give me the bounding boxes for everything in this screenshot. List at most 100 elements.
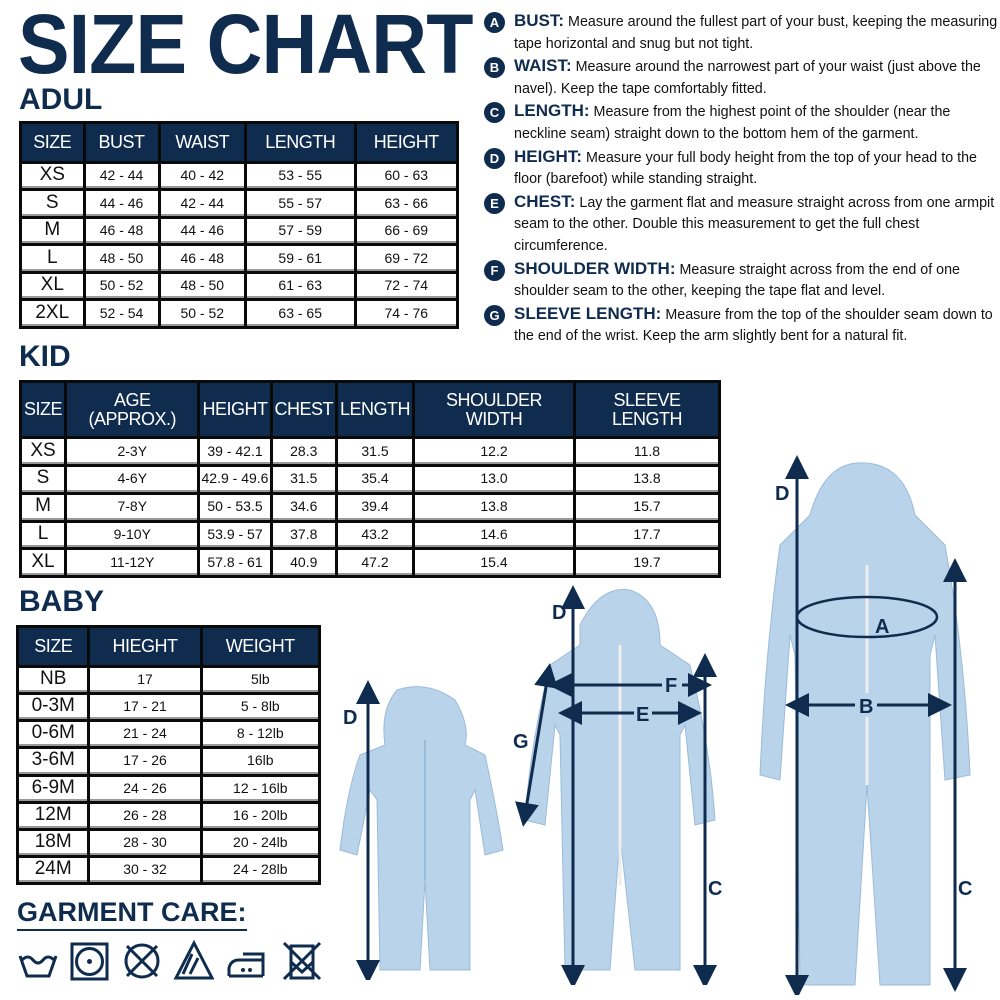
size-cell: S	[22, 191, 83, 216]
value-cell: 50 - 52	[85, 273, 158, 299]
size-cell: 0-6M	[19, 722, 88, 747]
value-cell: 21 - 24	[90, 722, 200, 747]
letter-badge-icon: C	[484, 102, 505, 124]
value-cell: 69 - 72	[356, 246, 456, 271]
value-cell: 34.6	[272, 494, 336, 520]
size-cell: 18M	[19, 830, 88, 855]
value-cell: 44 - 46	[85, 191, 158, 216]
table-row: 2XL 52 - 54 50 - 52 63 - 65 74 - 76	[22, 301, 456, 326]
value-cell: 60 - 63	[356, 163, 456, 189]
value-cell: 40.9	[272, 550, 336, 575]
table-header: SIZE BUST WAIST LENGTH HEIGHT	[22, 124, 456, 161]
table-row: S 4-6Y 42.9 - 49.6 31.5 35.4 13.0 13.8	[22, 467, 718, 492]
table-row: 3-6M 17 - 26 16lb	[19, 749, 318, 774]
value-cell: 11.8	[575, 439, 718, 465]
tumble-dry-icon	[70, 942, 109, 981]
instruction-item: B WAIST: Measure around the narrowest par…	[484, 55, 1000, 100]
size-cell: 0-3M	[19, 695, 88, 720]
adult-onesie-diagram: D A B C	[759, 455, 972, 995]
value-cell: 59 - 61	[246, 246, 354, 271]
value-cell: 7-8Y	[67, 494, 198, 520]
size-cell: L	[22, 522, 65, 548]
baby-size-table: SIZE HIEGHT WEIGHT NB 17 5lb 0-3M 17 - 21 5 - 8…	[16, 625, 321, 885]
instruction-item: E CHEST: Lay the garment flat and measure…	[484, 191, 1000, 258]
value-cell: 5lb	[202, 668, 318, 693]
value-cell: 42 - 44	[160, 191, 244, 216]
value-cell: 26 - 28	[90, 803, 200, 828]
value-cell: 55 - 57	[246, 191, 354, 216]
value-cell: 66 - 69	[356, 218, 456, 244]
size-cell: NB	[19, 668, 88, 693]
value-cell: 47.2	[338, 550, 413, 575]
col-header: SHOULDER WIDTH	[415, 383, 573, 437]
adult-size-table: SIZE BUST WAIST LENGTH HEIGHT XS 42 - 44 40 - …	[19, 121, 459, 329]
value-cell: 24 - 28lb	[202, 857, 318, 882]
value-cell: 17.7	[575, 522, 718, 548]
page-title: SIZE CHART	[18, 0, 473, 91]
value-cell: 42 - 44	[85, 163, 158, 189]
col-header: AGE (APPROX.)	[67, 383, 198, 437]
table-header: SIZE AGE (APPROX.) HEIGHT CHEST LENGTH SHOULD…	[22, 383, 718, 437]
value-cell: 74 - 76	[356, 301, 456, 326]
instruction-item: G SLEEVE LENGTH: Measure from the top of …	[484, 303, 1000, 348]
col-header: HEIGHT	[356, 124, 456, 161]
value-cell: 31.5	[338, 439, 413, 465]
value-cell: 50 - 53.5	[200, 494, 270, 520]
kid-onesie-diagram: D F E G C	[513, 585, 722, 985]
table-header: SIZE HIEGHT WEIGHT	[19, 628, 318, 666]
instruction-text: Measure from the highest point of the sh…	[514, 104, 951, 142]
size-cell: XS	[22, 163, 83, 189]
value-cell: 15.4	[415, 550, 573, 575]
label-f: F	[665, 675, 677, 697]
table-row: 24M 30 - 32 24 - 28lb	[19, 857, 318, 882]
size-cell: XL	[22, 550, 65, 575]
instruction-text: Measure straight across from the end of …	[514, 261, 960, 300]
col-header: HEIGHT	[200, 383, 270, 437]
value-cell: 2-3Y	[67, 439, 198, 465]
size-cell: L	[22, 246, 83, 271]
care-icons	[17, 940, 323, 982]
col-header: SIZE	[19, 628, 88, 666]
size-cell: M	[22, 494, 65, 520]
value-cell: 16lb	[202, 749, 318, 774]
instruction-text: Measure your full body height from the t…	[514, 149, 977, 188]
value-cell: 12.2	[415, 439, 573, 465]
instruction-label: CHEST:	[514, 191, 576, 211]
hand-wash-icon	[18, 955, 58, 978]
label-e: E	[636, 704, 649, 726]
value-cell: 48 - 50	[85, 246, 158, 271]
instruction-item: C LENGTH: Measure from the highest point …	[484, 100, 1000, 145]
col-header: WAIST	[160, 124, 244, 161]
table-row: 18M 28 - 30 20 - 24lb	[19, 830, 318, 855]
size-cell: 3-6M	[19, 749, 88, 774]
instruction-item: F SHOULDER WIDTH: Measure straight across…	[484, 258, 1000, 303]
value-cell: 46 - 48	[85, 218, 158, 244]
value-cell: 43.2	[338, 522, 413, 548]
value-cell: 17 - 21	[90, 695, 200, 720]
label-d: D	[552, 602, 566, 624]
value-cell: 52 - 54	[85, 301, 158, 326]
size-cell: M	[22, 218, 83, 244]
garment-care-heading: GARMENT CARE:	[17, 897, 247, 931]
value-cell: 44 - 46	[160, 218, 244, 244]
value-cell: 28 - 30	[90, 830, 200, 855]
value-cell: 57 - 59	[246, 218, 354, 244]
label-c: C	[708, 878, 722, 900]
size-cell: 12M	[19, 803, 88, 828]
col-header: SLEEVE LENGTH	[575, 383, 718, 437]
value-cell: 28.3	[272, 439, 336, 465]
letter-badge-icon: B	[484, 57, 505, 79]
value-cell: 39 - 42.1	[200, 439, 270, 465]
letter-badge-icon: F	[484, 259, 505, 281]
value-cell: 42.9 - 49.6	[200, 467, 270, 492]
instruction-item: D HEIGHT: Measure your full body height f…	[484, 146, 1000, 191]
col-header: HIEGHT	[90, 628, 200, 666]
value-cell: 9-10Y	[67, 522, 198, 548]
letter-badge-icon: E	[484, 192, 505, 214]
size-cell: 2XL	[22, 301, 83, 326]
value-cell: 63 - 66	[356, 191, 456, 216]
measurement-instructions: A BUST: Measure around the fullest part o…	[484, 10, 1000, 348]
value-cell: 13.0	[415, 467, 573, 492]
table-row: XL 50 - 52 48 - 50 61 - 63 72 - 74	[22, 273, 456, 299]
value-cell: 30 - 32	[90, 857, 200, 882]
